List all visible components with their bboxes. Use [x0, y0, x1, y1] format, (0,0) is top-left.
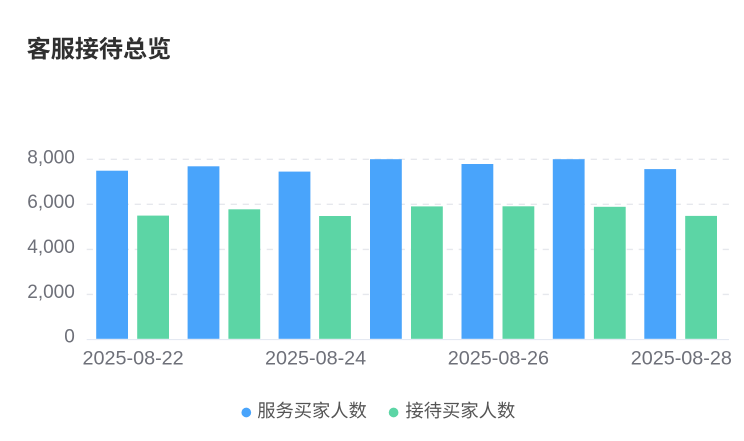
svg-text:6,000: 6,000	[27, 192, 75, 213]
svg-text:2025-08-26: 2025-08-26	[448, 348, 549, 370]
svg-text:0: 0	[64, 327, 75, 348]
svg-text:4,000: 4,000	[27, 237, 75, 258]
svg-text:2025-08-28: 2025-08-28	[631, 348, 732, 370]
svg-text:2025-08-22: 2025-08-22	[83, 348, 184, 370]
svg-text:2025-08-24: 2025-08-24	[265, 348, 366, 370]
svg-text:8,000: 8,000	[27, 147, 75, 168]
svg-text:2,000: 2,000	[27, 282, 75, 303]
